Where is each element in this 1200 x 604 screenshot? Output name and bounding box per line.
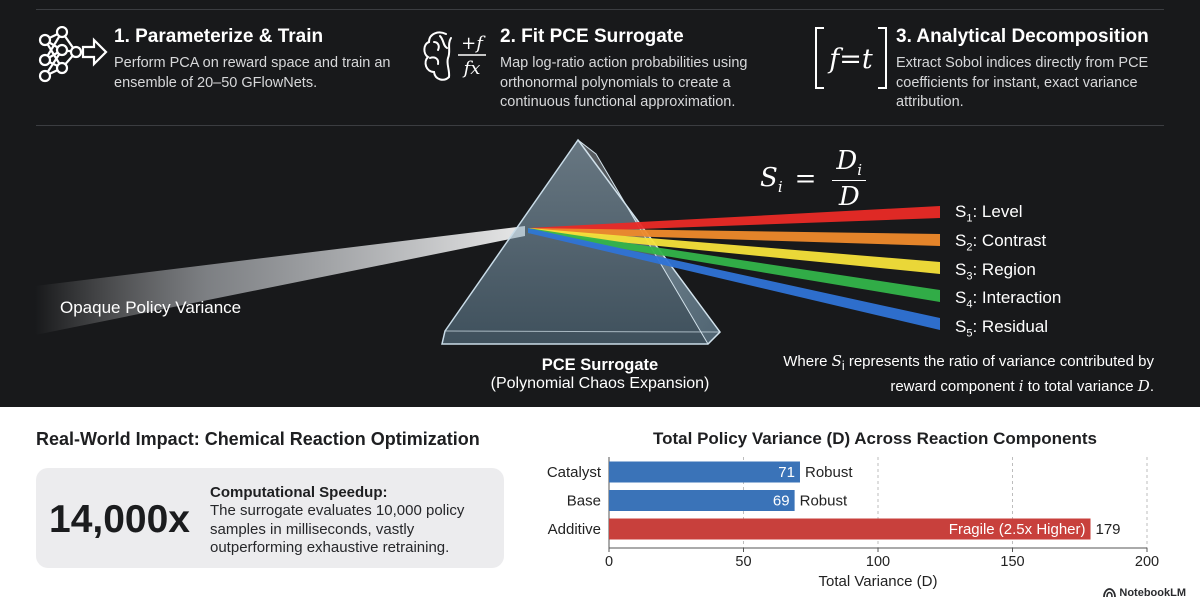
notebooklm-logo-icon (1103, 588, 1117, 598)
divider (36, 9, 1164, 10)
bar-annotation: Robust (800, 493, 848, 510)
sobol-formula: Si = Di D (760, 146, 867, 212)
x-axis-label: Total Variance (D) (819, 573, 938, 590)
y-tick-label: Catalyst (547, 464, 602, 481)
step-description: Map log-ratio action probabilities using… (500, 55, 748, 110)
prism-diagram (35, 138, 940, 345)
brand-mark: NotebookLM (1103, 587, 1186, 599)
x-tick-label: 150 (1000, 554, 1024, 570)
bar-annotation: Robust (805, 464, 853, 481)
ray-label-contrast: S2: Contrast (955, 231, 1047, 254)
y-tick-label: Base (567, 493, 601, 510)
input-beam (35, 226, 525, 335)
bar-value-label: Fragile (2.5x Higher) (949, 521, 1086, 538)
prism-title: PCE Surrogate (541, 356, 659, 374)
equation-bracket-icon: f=t (815, 27, 887, 89)
ray-region (528, 228, 940, 274)
ray-label-region: S3: Region (955, 260, 1036, 283)
brand-name: NotebookLM (1119, 587, 1186, 599)
ray-contrast (528, 228, 940, 246)
step-title: 3. Analytical Decomposition (896, 26, 1149, 47)
diagram-panel: 1. Parameterize & Train Perform PCA on r… (0, 0, 1200, 407)
bar-catalyst (609, 461, 800, 483)
formula-note: Where Si represents the ratio of varianc… (783, 352, 1154, 395)
step-description: Perform PCA on reward space and train an… (114, 55, 391, 91)
x-tick-label: 100 (866, 554, 890, 570)
svg-text:f=t: f=t (827, 44, 873, 75)
x-tick-label: 50 (735, 554, 751, 570)
bar-additive (609, 518, 1091, 540)
prism-subtitle: (Polynomial Chaos Expansion) (490, 375, 710, 392)
ray-interaction (528, 228, 940, 302)
ray-label-level: S1: Level (955, 202, 1023, 225)
step-title: 1. Parameterize & Train (114, 26, 324, 47)
speedup-heading: Computational Speedup: (210, 484, 388, 501)
brain-formula-icon: +f fx (423, 31, 486, 81)
chart-title: Total Policy Variance (D) Across Reactio… (653, 429, 1097, 448)
variance-bar-chart: 0 50 100 150 200 Catalyst 71 Robust Base 69 Robust… (547, 457, 1159, 590)
step-description: Extract Sobol indices directly from PCE … (896, 55, 1149, 110)
impact-title: Real-World Impact: Chemical Reaction Opt… (36, 429, 480, 449)
y-tick-label: Additive (548, 521, 601, 538)
input-label: Opaque Policy Variance (60, 298, 242, 317)
bar-value-label: 69 (773, 493, 790, 510)
ray-level (528, 206, 940, 233)
bar-annotation: 179 (1096, 521, 1121, 538)
speedup-card: 14,000x Computational Speedup: The surro… (36, 468, 504, 568)
x-tick-label: 0 (605, 554, 613, 570)
svg-text:+f: +f (461, 33, 486, 54)
speedup-description: The surrogate evaluates 10,000 policy sa… (210, 502, 465, 556)
x-tick-label: 200 (1135, 554, 1159, 570)
step-title: 2. Fit PCE Surrogate (500, 26, 684, 47)
speedup-value: 14,000x (49, 498, 190, 541)
bar-base (609, 490, 795, 511)
ray-label-interaction: S4: Interaction (955, 288, 1062, 311)
divider (36, 125, 1164, 126)
spectrum-rays (528, 206, 940, 330)
bar-value-label: 71 (778, 464, 795, 481)
svg-text:fx: fx (462, 58, 481, 79)
ray-residual (528, 228, 940, 330)
ray-label-residual: S5: Residual (955, 317, 1049, 340)
neural-network-icon (38, 26, 108, 83)
